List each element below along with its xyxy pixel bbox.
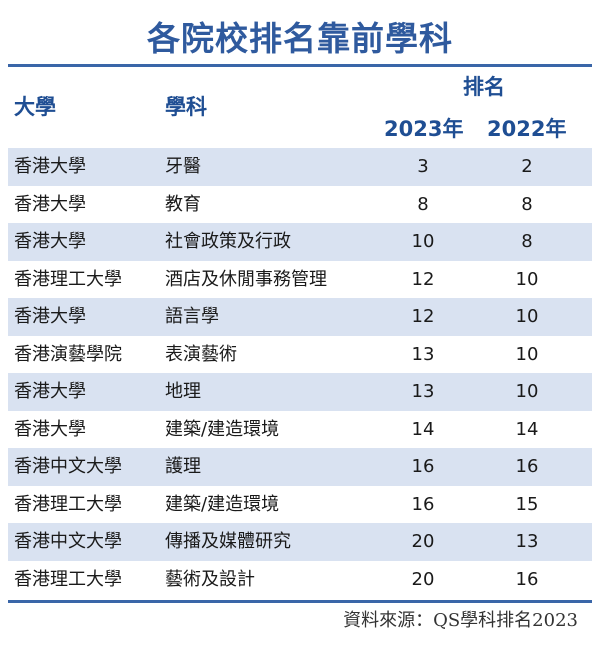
- subject-cell: 地理: [165, 381, 201, 402]
- university-cell: 香港大學: [14, 418, 86, 440]
- header-subject: 學科: [165, 95, 207, 119]
- table-row: 香港大學 地理 13 10: [8, 373, 592, 411]
- rank-2023-cell: 12: [411, 306, 435, 327]
- table-row: 香港大學 語言學 12 10: [8, 298, 592, 336]
- rank-2023-cell: 13: [411, 343, 435, 365]
- subject-cell: 酒店及休閒事務管理: [165, 268, 327, 290]
- header-university: 大學: [14, 95, 56, 119]
- university-cell: 香港大學: [14, 193, 86, 215]
- rank-2022-cell: 8: [521, 193, 533, 215]
- subject-cell: 表演藝術: [165, 343, 237, 365]
- university-cell: 香港理工大學: [14, 568, 122, 590]
- table-row: 香港大學 社會政策及行政 10 8: [8, 223, 592, 261]
- subject-cell: 建築/建造環境: [165, 418, 280, 440]
- university-cell: 香港中文大學: [14, 456, 122, 477]
- table-row: 香港中文大學 傳播及媒體研究 20 13: [8, 523, 592, 561]
- rank-2022-cell: 8: [521, 231, 533, 252]
- university-cell: 香港理工大學: [14, 493, 122, 515]
- rank-2023-cell: 3: [417, 156, 429, 177]
- page-title: 各院校排名靠前學科: [147, 19, 453, 58]
- table-row: 香港中文大學 護理 16 16: [8, 448, 592, 486]
- subject-cell: 社會政策及行政: [165, 231, 291, 252]
- subject-cell: 藝術及設計: [165, 568, 255, 590]
- rank-2023-cell: 13: [411, 381, 435, 402]
- header-ranking: 排名: [463, 75, 505, 99]
- university-cell: 香港演藝學院: [14, 343, 122, 365]
- subject-cell: 牙醫: [165, 156, 201, 177]
- university-cell: 香港大學: [14, 156, 86, 177]
- table-header: 大學 學科 排名 2023年 2022年: [0, 67, 600, 147]
- university-cell: 香港大學: [14, 231, 86, 252]
- table-row: 香港理工大學 建築/建造環境 16 15: [8, 486, 592, 524]
- university-cell: 香港理工大學: [14, 268, 122, 290]
- rank-2022-cell: 10: [515, 343, 539, 365]
- rank-2022-cell: 13: [515, 531, 539, 552]
- top-rule: [8, 64, 592, 67]
- rank-2023-cell: 10: [411, 231, 435, 252]
- rank-2022-cell: 10: [515, 381, 539, 402]
- ranking-table: 香港大學 牙醫 3 2 香港大學 教育 8 8 香港大學 社會政策及行政 10 8 香港理工大學 酒店及休…: [8, 148, 592, 598]
- rank-2023-cell: 14: [411, 418, 435, 440]
- table-row: 香港大學 建築/建造環境 14 14: [8, 411, 592, 449]
- table-row: 香港大學 牙醫 3 2: [8, 148, 592, 186]
- university-cell: 香港大學: [14, 381, 86, 402]
- subject-cell: 護理: [165, 456, 201, 477]
- table-row: 香港理工大學 酒店及休閒事務管理 12 10: [8, 261, 592, 299]
- university-cell: 香港大學: [14, 306, 86, 327]
- rank-2022-cell: 16: [515, 456, 539, 477]
- rank-2022-cell: 2: [521, 156, 533, 177]
- header-year-2023: 2023年: [384, 117, 464, 141]
- table-row: 香港演藝學院 表演藝術 13 10: [8, 336, 592, 374]
- subject-cell: 傳播及媒體研究: [165, 531, 291, 552]
- bottom-rule: [8, 600, 592, 603]
- rank-2023-cell: 16: [411, 493, 435, 515]
- rank-2022-cell: 16: [515, 568, 539, 590]
- table-row: 香港大學 教育 8 8: [8, 186, 592, 224]
- rank-2022-cell: 14: [515, 418, 539, 440]
- source-note: 資料來源：QS學科排名2023: [343, 610, 578, 631]
- rank-2022-cell: 10: [515, 268, 539, 290]
- rank-2022-cell: 10: [515, 306, 539, 327]
- rank-2023-cell: 12: [411, 268, 435, 290]
- university-cell: 香港中文大學: [14, 531, 122, 552]
- subject-cell: 語言學: [165, 306, 219, 327]
- table-row: 香港理工大學 藝術及設計 20 16: [8, 561, 592, 599]
- subject-cell: 建築/建造環境: [165, 493, 280, 515]
- subject-cell: 教育: [165, 193, 201, 215]
- header-year-2022: 2022年: [487, 117, 567, 141]
- rank-2023-cell: 8: [417, 193, 429, 215]
- rank-2023-cell: 16: [411, 456, 435, 477]
- rank-2022-cell: 15: [515, 493, 539, 515]
- rank-2023-cell: 20: [411, 568, 435, 590]
- rank-2023-cell: 20: [411, 531, 435, 552]
